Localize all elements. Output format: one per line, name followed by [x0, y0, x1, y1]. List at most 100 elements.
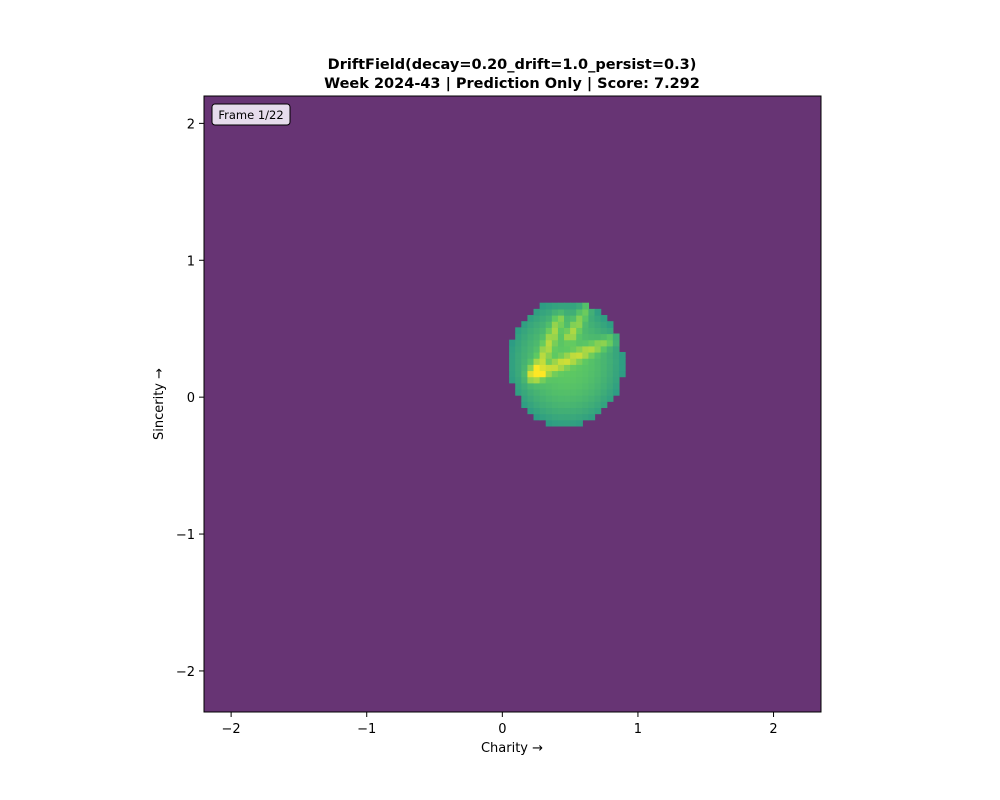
heatmap-cell: [570, 345, 577, 353]
heatmap-cell: [612, 370, 620, 378]
heatmap-cell: [545, 413, 553, 421]
heatmap-cell: [594, 351, 602, 359]
heatmap-cell: [564, 351, 571, 359]
y-tick-label: 2: [187, 117, 195, 132]
heatmap-cell: [545, 358, 553, 365]
heatmap-cell: [539, 364, 547, 372]
heatmap-cell: [539, 413, 547, 421]
heatmap-cell: [582, 370, 590, 378]
heatmap-cell: [612, 388, 620, 396]
heatmap-cell: [509, 370, 516, 378]
heatmap-cell: [527, 358, 535, 365]
heatmap-cell: [582, 308, 590, 316]
heatmap-cell: [564, 339, 571, 347]
y-tick-label: 0: [187, 391, 195, 406]
heatmap-cell: [557, 351, 565, 359]
heatmap-cell: [533, 333, 541, 341]
heatmap-cell: [521, 327, 529, 335]
heatmap-cell: [521, 370, 529, 378]
heatmap-cell: [527, 407, 535, 415]
heatmap-cell: [521, 401, 529, 409]
heatmap-cell: [600, 345, 608, 353]
heatmap-cell: [521, 358, 529, 365]
heatmap-cell: [588, 339, 596, 347]
heatmap-cell: [582, 339, 590, 347]
x-tick-label: 2: [769, 722, 777, 737]
heatmap-cell: [509, 345, 516, 353]
heatmap-cell: [545, 315, 553, 322]
heatmap-cell: [588, 388, 596, 396]
heatmap-cell: [564, 333, 571, 341]
heatmap-cell: [570, 376, 577, 384]
heatmap-cell: [618, 358, 626, 365]
heatmap-cell: [551, 327, 559, 335]
heatmap-cell: [515, 364, 522, 372]
heatmap-cell: [606, 321, 614, 328]
heatmap-cell: [582, 388, 590, 396]
heatmap-cell: [594, 308, 602, 316]
heatmap-cell: [588, 364, 596, 372]
heatmap-cell: [545, 333, 553, 341]
heatmap-cell: [576, 321, 583, 328]
heatmap-cell: [515, 339, 522, 347]
heatmap-cell: [600, 327, 608, 335]
heatmap-cell: [539, 382, 547, 390]
heatmap-cell: [564, 407, 571, 415]
heatmap-cell: [551, 364, 559, 372]
heatmap-cell: [557, 401, 565, 409]
heatmap-cell: [564, 308, 571, 316]
heatmap-cell: [588, 333, 596, 341]
heatmap-cell: [564, 315, 571, 322]
heatmap-cell: [594, 358, 602, 365]
heatmap-cell: [509, 351, 516, 359]
heatmap-cell: [564, 395, 571, 402]
heatmap-cell: [509, 339, 516, 347]
frame-counter: Frame 1/22: [218, 108, 283, 122]
heatmap-cell: [545, 308, 553, 316]
heatmap-cell: [576, 351, 583, 359]
heatmap-cell: [527, 364, 535, 372]
chart-title: DriftField(decay=0.20_drift=1.0_persist=…: [328, 57, 697, 73]
heatmap-cell: [515, 327, 522, 335]
heatmap-cell: [533, 321, 541, 328]
heatmap-cell: [588, 345, 596, 353]
heatmap-cell: [570, 339, 577, 347]
heatmap-cell: [582, 376, 590, 384]
heatmap-cell: [600, 370, 608, 378]
heatmap-cell: [606, 327, 614, 335]
heatmap-cell: [515, 351, 522, 359]
frame-counter-background: [211, 103, 291, 126]
heatmap-cell: [527, 339, 535, 347]
heatmap-background: [204, 96, 821, 712]
heatmap-cell: [588, 351, 596, 359]
heatmap-cell: [551, 401, 559, 409]
x-tick-label: −2: [222, 722, 241, 737]
heatmap-cell: [557, 376, 565, 384]
heatmap-cell: [539, 327, 547, 335]
heatmap-cell: [618, 351, 626, 359]
heatmap-cell: [557, 388, 565, 396]
heatmap-cell: [594, 401, 602, 409]
heatmap-cell: [594, 339, 602, 347]
heatmap-cell: [588, 308, 596, 316]
heatmap-cell: [588, 327, 596, 335]
heatmap-cell: [564, 382, 571, 390]
heatmap-cell: [527, 345, 535, 353]
heatmap-cell: [533, 370, 541, 378]
heatmap-cell: [606, 351, 614, 359]
heatmap-cell: [557, 345, 565, 353]
heatmap-cell: [570, 370, 577, 378]
heatmap-cell: [594, 388, 602, 396]
heatmap-cell: [539, 358, 547, 365]
heatmap-cell: [557, 382, 565, 390]
heatmap-cell: [582, 364, 590, 372]
heatmap-cell: [551, 376, 559, 384]
heatmap-cell: [618, 364, 626, 372]
heatmap-cell: [545, 327, 553, 335]
heatmap-cell: [582, 345, 590, 353]
heatmap-cell: [600, 401, 608, 409]
heatmap-cell: [594, 364, 602, 372]
heatmap-cell: [594, 395, 602, 402]
heatmap-cell: [564, 302, 571, 310]
heatmap-cell: [570, 419, 577, 427]
